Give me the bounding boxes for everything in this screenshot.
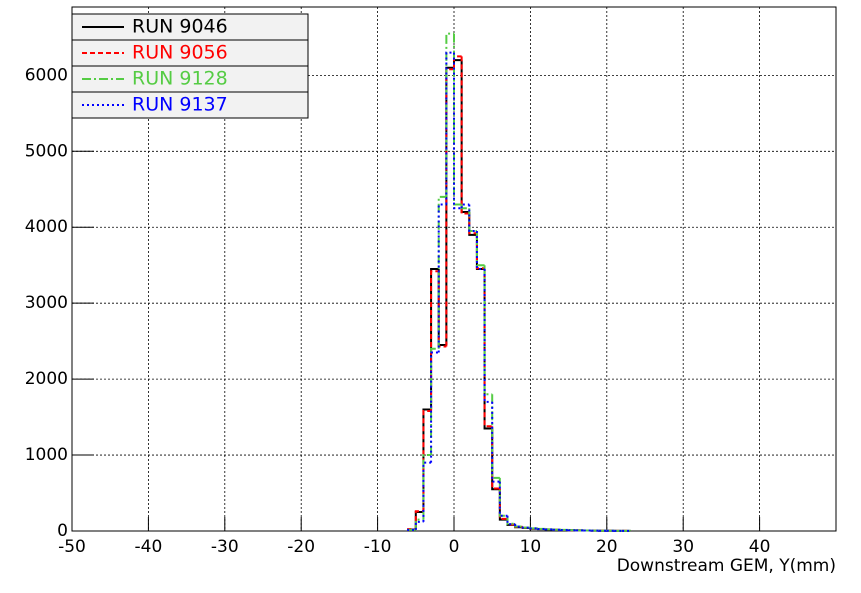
x-tick-label: 10: [520, 537, 542, 557]
y-tick-label: 4000: [25, 217, 68, 237]
y-tick-label: 3000: [25, 293, 68, 313]
x-tick-label: 30: [672, 537, 694, 557]
x-tick-label: 0: [449, 537, 460, 557]
histogram-bin: [408, 530, 416, 531]
x-tick-label: 40: [749, 537, 771, 557]
y-tick-label: 1000: [25, 445, 68, 465]
legend-label: RUN 9056: [132, 42, 228, 64]
y-tick-label: 0: [57, 521, 68, 541]
legend-label: RUN 9128: [132, 68, 228, 90]
x-tick-label: -30: [211, 537, 239, 557]
x-tick-label: 20: [596, 537, 618, 557]
histogram-bin: [523, 526, 531, 527]
x-tick-label: -40: [135, 537, 163, 557]
x-axis-label: Downstream GEM, Y(mm): [617, 556, 836, 576]
y-tick-label: 6000: [25, 65, 68, 85]
y-tick-label: 2000: [25, 369, 68, 389]
legend-label: RUN 9137: [132, 94, 228, 116]
legend-label: RUN 9046: [132, 16, 228, 38]
y-tick-label: 5000: [25, 141, 68, 161]
x-tick-label: -10: [364, 537, 392, 557]
x-tick-label: -20: [287, 537, 315, 557]
